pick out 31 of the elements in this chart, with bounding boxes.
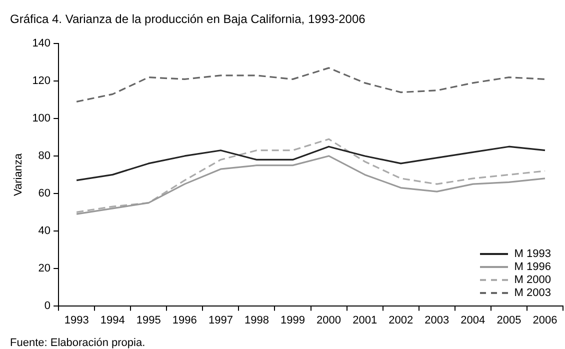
x-tick-label: 2002 — [388, 314, 414, 326]
legend-label: M 2003 — [514, 287, 551, 299]
x-tick-label: 2006 — [532, 314, 558, 326]
legend-label: M 1993 — [514, 248, 551, 260]
source-note: Fuente: Elaboración propia. — [10, 337, 146, 349]
x-tick-label: 1999 — [280, 314, 306, 326]
y-axis-title: Varianza — [12, 152, 25, 196]
y-tick-label: 140 — [32, 38, 51, 50]
y-tick-label: 0 — [44, 300, 51, 312]
y-tick-label: 120 — [32, 75, 51, 88]
x-tick-label: 2005 — [496, 314, 522, 326]
x-tick-label: 2000 — [316, 314, 342, 326]
x-tick-label: 1993 — [64, 314, 89, 326]
legend-label: M 2000 — [514, 274, 551, 286]
x-tick-label: 1997 — [208, 314, 233, 326]
x-tick-label: 1995 — [136, 314, 161, 326]
x-tick-label: 2003 — [424, 314, 450, 326]
x-tick-label: 1994 — [100, 314, 125, 326]
line-series — [76, 138, 546, 213]
y-tick-label: 80 — [38, 150, 51, 162]
x-tick-label: 2001 — [352, 314, 378, 326]
line-series — [76, 67, 546, 102]
y-tick-label: 40 — [38, 224, 51, 237]
y-tick-label: 20 — [38, 262, 51, 274]
x-tick-label: 1996 — [172, 314, 197, 326]
x-tick-label: 1998 — [244, 314, 269, 326]
y-tick-label: 100 — [32, 112, 51, 125]
chart-title: Gráfica 4. Varianza de la producción en Baja California, 1993-2006 — [10, 12, 366, 26]
y-tick-label: 60 — [38, 187, 51, 200]
x-tick-label: 2004 — [460, 314, 486, 326]
legend-label: M 1996 — [514, 261, 551, 273]
